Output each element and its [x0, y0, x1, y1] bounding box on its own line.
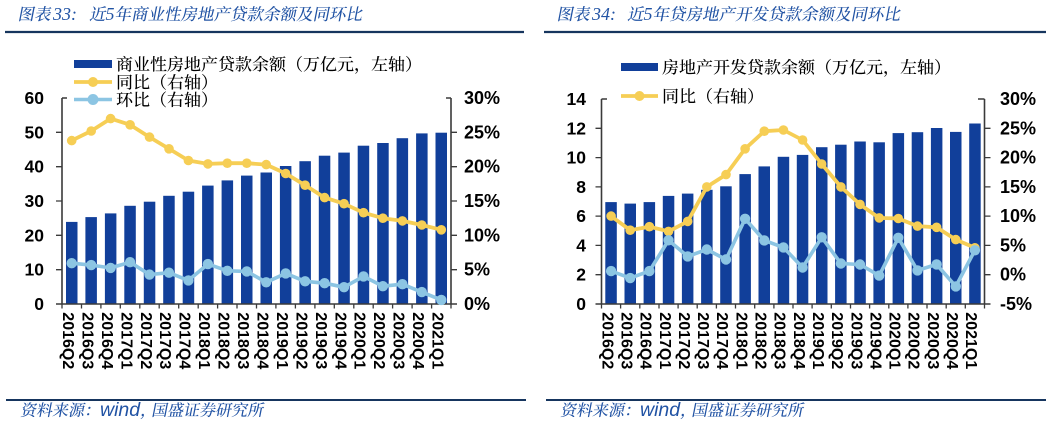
- svg-text:2020Q3: 2020Q3: [924, 312, 941, 369]
- svg-text:2016Q2: 2016Q2: [598, 312, 615, 369]
- svg-text:14: 14: [567, 89, 587, 109]
- svg-text:5%: 5%: [464, 260, 490, 280]
- svg-text:2017Q2: 2017Q2: [675, 312, 692, 369]
- svg-text:2018Q3: 2018Q3: [771, 312, 788, 369]
- svg-text:5: 5: [644, 4, 653, 24]
- svg-text:10%: 10%: [464, 225, 500, 245]
- svg-text:2017Q1: 2017Q1: [117, 312, 134, 369]
- svg-text:2016Q3: 2016Q3: [618, 312, 635, 369]
- svg-text:wind: wind: [100, 399, 141, 421]
- svg-text:2020Q1: 2020Q1: [351, 312, 368, 369]
- svg-text:2019Q3: 2019Q3: [312, 312, 329, 369]
- svg-text:2021Q1: 2021Q1: [429, 312, 446, 369]
- svg-text:2019Q1: 2019Q1: [273, 312, 290, 369]
- svg-text:60: 60: [25, 88, 45, 108]
- svg-text:10%: 10%: [1000, 206, 1036, 226]
- svg-text:34:: 34:: [591, 4, 616, 24]
- svg-text:5: 5: [106, 4, 115, 24]
- svg-text:2020Q2: 2020Q2: [905, 312, 922, 369]
- svg-text:2016Q4: 2016Q4: [637, 312, 654, 369]
- svg-text:5%: 5%: [1000, 235, 1026, 255]
- svg-text:2: 2: [576, 265, 586, 285]
- svg-text:15%: 15%: [464, 191, 500, 211]
- svg-text:2017Q3: 2017Q3: [694, 312, 711, 369]
- svg-text:8: 8: [576, 177, 586, 197]
- svg-text:2018Q4: 2018Q4: [790, 312, 807, 369]
- svg-text:2018Q2: 2018Q2: [215, 312, 232, 369]
- svg-text:2019Q2: 2019Q2: [828, 312, 845, 369]
- svg-text:33:: 33:: [52, 4, 77, 24]
- svg-text:6: 6: [576, 206, 586, 226]
- svg-text:40: 40: [25, 157, 45, 177]
- svg-text:30: 30: [25, 191, 45, 211]
- svg-text:2019Q1: 2019Q1: [809, 312, 826, 369]
- svg-text:2020Q4: 2020Q4: [943, 312, 960, 369]
- svg-text:2019Q2: 2019Q2: [292, 312, 309, 369]
- svg-text:15%: 15%: [1000, 177, 1036, 197]
- svg-text:50: 50: [25, 122, 45, 142]
- svg-text:2017Q3: 2017Q3: [156, 312, 173, 369]
- svg-text:2016Q3: 2016Q3: [78, 312, 95, 369]
- svg-text:2018Q1: 2018Q1: [732, 312, 749, 369]
- svg-text:2019Q3: 2019Q3: [847, 312, 864, 369]
- svg-text:10: 10: [25, 260, 45, 280]
- svg-text:20: 20: [25, 225, 45, 245]
- svg-text:0: 0: [34, 294, 44, 314]
- svg-text:2018Q1: 2018Q1: [195, 312, 212, 369]
- svg-text:-5%: -5%: [1000, 294, 1032, 314]
- svg-text:2018Q2: 2018Q2: [752, 312, 769, 369]
- svg-text:2016Q2: 2016Q2: [59, 312, 76, 369]
- svg-text:2020Q2: 2020Q2: [370, 312, 387, 369]
- svg-text:12: 12: [567, 118, 587, 138]
- svg-text:30%: 30%: [1000, 89, 1036, 109]
- svg-text:20%: 20%: [1000, 148, 1036, 168]
- svg-text:2020Q4: 2020Q4: [409, 312, 426, 369]
- svg-text:2017Q4: 2017Q4: [176, 312, 193, 369]
- svg-text:2017Q1: 2017Q1: [656, 312, 673, 369]
- svg-text:2018Q4: 2018Q4: [254, 312, 271, 369]
- svg-text:2020Q1: 2020Q1: [886, 312, 903, 369]
- svg-text:30%: 30%: [464, 88, 500, 108]
- svg-text:10: 10: [567, 148, 587, 168]
- svg-text:2021Q1: 2021Q1: [962, 312, 979, 369]
- svg-text:20%: 20%: [464, 157, 500, 177]
- svg-text:0%: 0%: [1000, 265, 1026, 285]
- svg-text:2017Q2: 2017Q2: [137, 312, 154, 369]
- svg-text:0%: 0%: [464, 294, 490, 314]
- svg-text:25%: 25%: [464, 122, 500, 142]
- svg-text:4: 4: [576, 235, 586, 255]
- svg-text:2019Q4: 2019Q4: [866, 312, 883, 369]
- svg-text:2016Q4: 2016Q4: [98, 312, 115, 369]
- svg-text:2018Q3: 2018Q3: [234, 312, 251, 369]
- svg-text:2020Q3: 2020Q3: [390, 312, 407, 369]
- svg-text:wind: wind: [640, 399, 681, 421]
- svg-text:0: 0: [576, 294, 586, 314]
- svg-text:2017Q4: 2017Q4: [713, 312, 730, 369]
- svg-text:25%: 25%: [1000, 118, 1036, 138]
- svg-text:2019Q4: 2019Q4: [331, 312, 348, 369]
